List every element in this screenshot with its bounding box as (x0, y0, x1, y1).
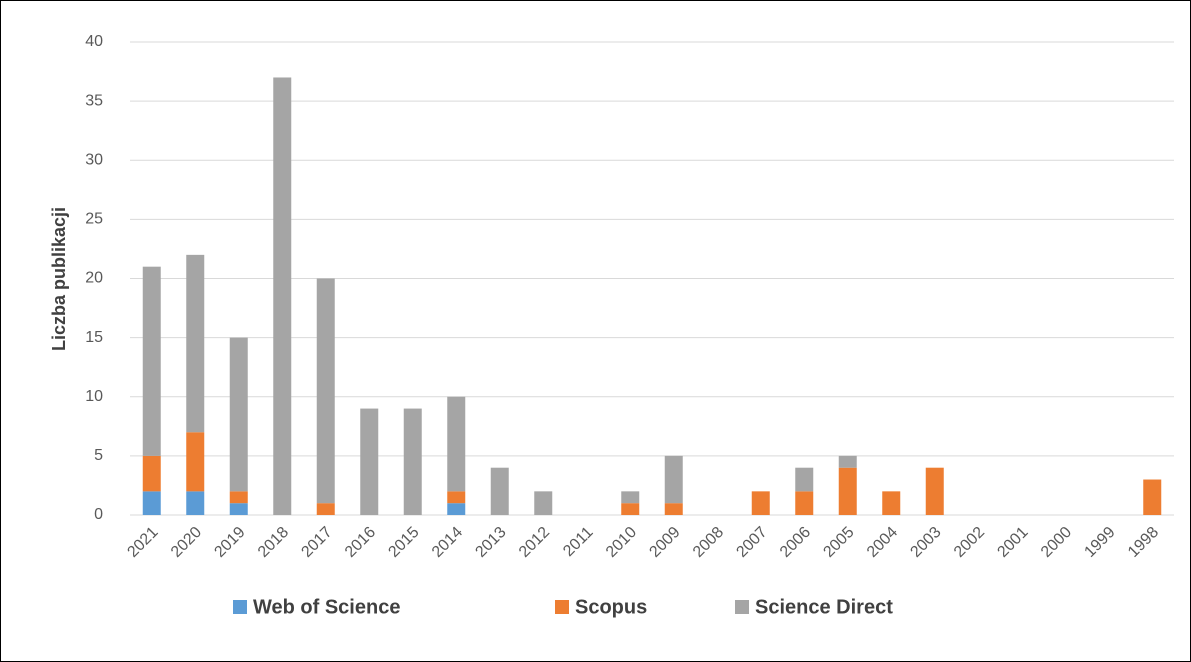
legend-swatch (555, 600, 569, 614)
bar-segment (838, 467, 857, 515)
legend-swatch (735, 600, 749, 614)
y-tick-label: 30 (85, 151, 103, 168)
bar-segment (447, 491, 466, 504)
bar-segment (447, 396, 466, 492)
legend-label: Science Direct (755, 596, 893, 618)
bar-segment (751, 491, 770, 515)
y-tick-label: 35 (85, 92, 103, 109)
y-tick-label: 20 (85, 270, 103, 287)
y-tick-label: 25 (85, 211, 103, 228)
bar-segment (142, 455, 161, 492)
bar-segment (186, 432, 205, 492)
bar-segment (447, 503, 466, 515)
bar-segment (360, 408, 379, 515)
bar-segment (142, 266, 161, 456)
bar-segment (621, 503, 640, 515)
bar-segment (316, 278, 335, 504)
y-tick-label: 10 (85, 388, 103, 405)
bar-segment (403, 408, 422, 515)
bar-segment (316, 503, 335, 515)
bar-segment (186, 491, 205, 515)
y-tick-label: 15 (85, 329, 103, 346)
bar-segment (490, 467, 509, 515)
y-tick-label: 40 (85, 33, 103, 50)
bar-segment (621, 491, 640, 504)
bar-segment (882, 491, 901, 515)
bar-segment (142, 491, 161, 515)
bar-segment (273, 77, 292, 515)
bar-segment (1143, 479, 1162, 515)
bar-segment (229, 491, 248, 504)
bar-segment (664, 503, 683, 515)
y-tick-label: 5 (94, 447, 103, 464)
bar-segment (229, 337, 248, 492)
legend-label: Web of Science (253, 596, 400, 618)
bar-segment (664, 455, 683, 504)
bar-segment (925, 467, 944, 515)
bar-segment (229, 503, 248, 515)
bar-segment (795, 491, 814, 515)
bar-segment (795, 467, 814, 492)
bar-segment (186, 254, 205, 433)
y-axis-label: Liczba publikacji (49, 207, 69, 351)
legend-swatch (233, 600, 247, 614)
bar-segment (838, 455, 857, 468)
y-tick-label: 0 (94, 506, 103, 523)
bar-segment (534, 491, 553, 515)
legend-label: Scopus (575, 596, 647, 618)
